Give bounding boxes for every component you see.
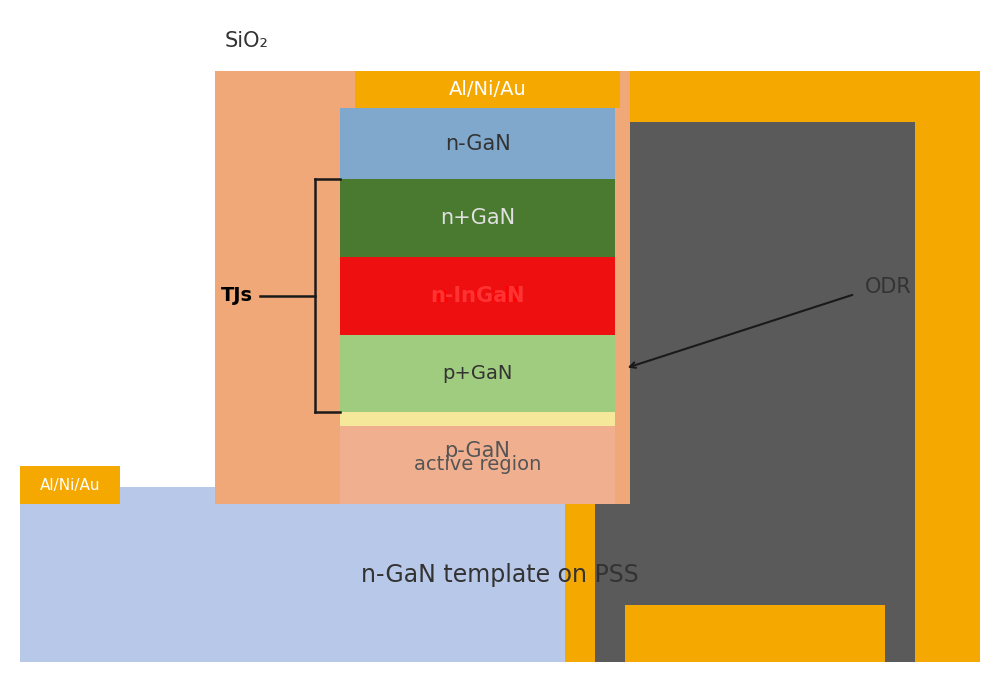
Bar [625, 605, 885, 662]
Text: SiO₂: SiO₂ [225, 30, 269, 51]
Text: n-GaN template on PSS: n-GaN template on PSS [361, 562, 639, 587]
Text: ODR: ODR [865, 277, 912, 297]
Text: active region: active region [414, 455, 541, 475]
Bar [340, 257, 615, 335]
Bar [595, 122, 915, 662]
Bar [340, 108, 615, 179]
Text: n+GaN: n+GaN [440, 208, 515, 228]
Text: TJs: TJs [221, 286, 253, 306]
Bar [355, 71, 620, 108]
Bar [340, 426, 615, 504]
Bar [340, 179, 615, 257]
Text: n-GaN: n-GaN [445, 134, 510, 153]
Bar [565, 71, 980, 662]
Bar [20, 466, 120, 504]
Text: Al/Ni/Au: Al/Ni/Au [40, 477, 100, 493]
Text: n-InGaN: n-InGaN [430, 286, 525, 306]
Bar [340, 335, 615, 412]
Text: p-GaN: p-GaN [445, 441, 510, 461]
Bar [340, 412, 615, 490]
Text: p+GaN: p+GaN [442, 364, 513, 383]
Text: Al/Ni/Au: Al/Ni/Au [449, 80, 526, 99]
Bar [20, 487, 980, 662]
Text: n-InGaN: n-InGaN [435, 286, 520, 306]
Bar [215, 71, 630, 504]
